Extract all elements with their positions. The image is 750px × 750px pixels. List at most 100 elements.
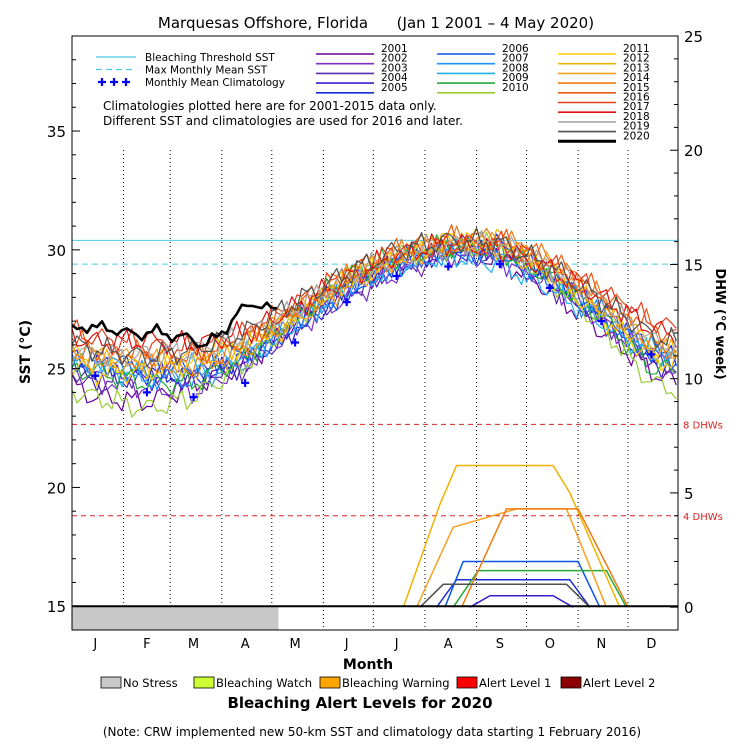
dhw-threshold-label-1: 8 DHWs [683, 420, 723, 431]
alert-label-3: Alert Level 1 [479, 676, 551, 690]
note-line-1: Climatologies plotted here are for 2001-… [103, 99, 437, 113]
legend-year-label-2017: 2017 [623, 101, 650, 113]
left-tick-label-1: 20 [47, 479, 66, 497]
legend-year-label-2013: 2013 [623, 62, 650, 74]
alert-label-1: Bleaching Watch [216, 676, 312, 690]
right-tick-label-3: 15 [684, 256, 703, 274]
right-tick-label-4: 20 [684, 142, 703, 160]
dhw-line-2009 [452, 569, 628, 608]
y-axis-right-label: DHW (°C week) [712, 268, 727, 379]
left-tick-label-0: 15 [47, 598, 66, 616]
right-tick-label-0: 0 [684, 599, 694, 617]
climatology-marker-2 [189, 393, 198, 402]
month-label-8: S [496, 637, 504, 652]
legend-year-label-2003: 2003 [381, 62, 408, 74]
climatology-marker-4 [291, 338, 300, 347]
right-tick-label-2: 10 [684, 371, 703, 389]
chart-title: Marquesas Offshore, Florida (Jan 1 2001 … [158, 14, 594, 32]
alert-bar-no-stress [72, 606, 279, 630]
legend-year-label-2006: 2006 [502, 43, 529, 55]
right-tick-label-5: 25 [684, 28, 703, 46]
y-axis-left-label: SST (°C) [18, 320, 34, 384]
climatology-marker-7 [444, 262, 453, 271]
left-tick-label-3: 30 [47, 242, 66, 260]
legend-year-label-2002: 2002 [381, 53, 408, 65]
legend-plus-2 [122, 78, 130, 86]
alert-levels-title: Bleaching Alert Levels for 2020 [227, 694, 492, 712]
sst-line-2019 [71, 227, 677, 367]
legend-year-label-2007: 2007 [502, 53, 529, 65]
sst-line-2020 [71, 301, 277, 349]
dhw-threshold-label-0: 4 DHWs [683, 512, 723, 523]
legend-year-label-2020: 2020 [623, 130, 650, 142]
legend-label-0: Bleaching Threshold SST [145, 52, 275, 64]
axes: 15 20 25 30 35 0 5 10 15 20 25 J F M A M J J A S O N D [47, 28, 703, 652]
legend-year-label-2005: 2005 [381, 82, 408, 94]
sst-line-2017 [71, 233, 677, 356]
alert-swatch-0 [100, 676, 122, 689]
climatology-marker-1 [142, 388, 151, 397]
climatology-marker-3 [241, 378, 250, 387]
threshold-lines: 4 DHWs 8 DHWs [72, 239, 723, 523]
alert-swatch-1 [193, 676, 215, 689]
legend-year-label-2018: 2018 [623, 111, 650, 123]
alert-swatch-2 [319, 676, 341, 689]
month-label-5: J [344, 637, 349, 652]
month-label-10: N [597, 637, 607, 652]
legend-year-label-2012: 2012 [623, 53, 650, 65]
alert-swatch-3 [456, 676, 478, 689]
climatology-marker-9 [545, 283, 554, 292]
climatology-marker-8 [495, 260, 504, 269]
sst-line-2014 [71, 225, 677, 377]
month-gridlines [123, 150, 629, 630]
legend-label-2: Monthly Mean Climatology [145, 77, 285, 89]
left-tick-label-4: 35 [47, 123, 66, 141]
climatology-marker-0 [91, 371, 100, 380]
climatology-marker-11 [647, 350, 656, 359]
sst-line-2004 [71, 239, 677, 392]
month-label-7: A [444, 637, 453, 652]
alert-label-0: No Stress [123, 676, 178, 690]
legend-year-label-2004: 2004 [381, 72, 408, 84]
sst-line-2008 [71, 245, 677, 389]
month-label-3: A [241, 637, 250, 652]
legend-year-label-2019: 2019 [623, 121, 650, 133]
legend-year-label-2001: 2001 [381, 43, 408, 55]
note-line-2: Different SST and climatologies are used… [103, 114, 463, 128]
legend-plus-0 [98, 78, 106, 86]
climatology-marker-5 [342, 298, 351, 307]
legend-label-1: Max Monthly Mean SST [145, 65, 268, 77]
dhw-line-2019 [419, 583, 591, 608]
alert-swatch-4 [560, 676, 582, 689]
month-label-2: M [188, 637, 199, 652]
alert-label-2: Bleaching Warning [342, 676, 450, 690]
legend-year-label-2008: 2008 [502, 62, 529, 74]
alert-level-legend: No Stress Bleaching Watch Bleaching Warnin… [100, 676, 655, 690]
month-label-11: D [646, 637, 656, 652]
legend-plus-1 [110, 78, 118, 86]
climatology-marker-10 [597, 317, 606, 326]
footnote: (Note: CRW implemented new 50-km SST and… [103, 725, 641, 739]
dhw-series [72, 464, 629, 609]
climatology-marker-6 [392, 271, 401, 280]
left-tick-label-2: 25 [47, 361, 66, 379]
alert-bar [72, 605, 678, 630]
legend-year-label-2014: 2014 [623, 72, 650, 84]
month-label-6: J [394, 637, 399, 652]
alert-label-4: Alert Level 2 [583, 676, 655, 690]
legend-year-label-2015: 2015 [623, 82, 650, 94]
dhw-line-2014 [460, 508, 629, 608]
dhw-line-2004 [469, 594, 574, 608]
month-label-4: M [289, 637, 300, 652]
sst-series [71, 224, 677, 418]
sst-line-2012 [71, 227, 677, 380]
legend-year-label-2011: 2011 [623, 43, 650, 55]
x-axis-label: Month [343, 657, 393, 673]
month-label-1: F [143, 637, 150, 652]
right-tick-label-1: 5 [684, 485, 694, 503]
legend-year-label-2016: 2016 [623, 92, 650, 104]
dhw-line-2005 [435, 578, 591, 608]
